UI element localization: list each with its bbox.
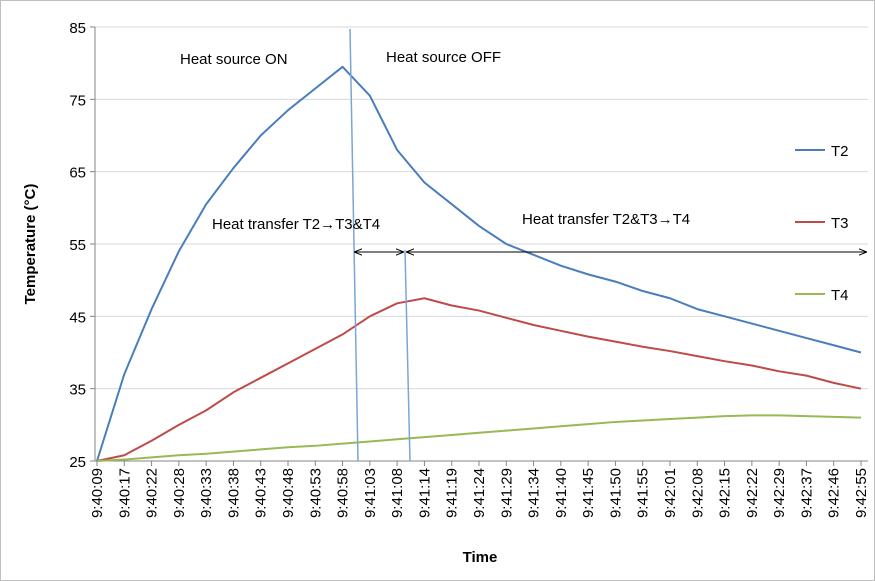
- y-tick-label: 55: [69, 237, 86, 254]
- annotation: Heat source ON: [180, 51, 288, 68]
- x-tick-label: 9:41:55: [635, 468, 652, 518]
- x-tick-label: 9:40:48: [280, 468, 297, 518]
- x-axis-label: Time: [463, 549, 498, 566]
- x-tick-label: 9:42:01: [662, 468, 679, 518]
- x-tick-label: 9:40:22: [144, 468, 161, 518]
- y-tick-label: 35: [69, 382, 86, 399]
- x-tick-label: 9:42:22: [744, 468, 761, 518]
- x-tick-label: 9:41:19: [444, 468, 461, 518]
- x-tick-label: 9:40:53: [307, 468, 324, 518]
- annotation: Heat transfer T2→T3&T4: [212, 216, 380, 233]
- x-tick-label: 9:42:15: [717, 468, 734, 518]
- y-tick-label: 25: [69, 454, 86, 471]
- x-tick-label: 9:41:08: [389, 468, 406, 518]
- x-tick-label: 9:41:24: [471, 468, 488, 518]
- x-tick-label: 9:42:37: [798, 468, 815, 518]
- x-tick-label: 9:42:08: [689, 468, 706, 518]
- legend-label: T3: [831, 215, 849, 232]
- x-tick-label: 9:41:29: [498, 468, 515, 518]
- y-tick-label: 65: [69, 165, 86, 182]
- legend-label: T4: [831, 287, 849, 304]
- x-tick-label: 9:40:58: [335, 468, 352, 518]
- annotation: Heat transfer T2&T3→T4: [522, 211, 690, 228]
- x-tick-label: 9:41:50: [607, 468, 624, 518]
- series-line: [96, 414, 862, 462]
- series-line: [96, 65, 862, 462]
- series-line: [96, 297, 862, 462]
- y-tick-label: 45: [69, 309, 86, 326]
- y-axis-label: Temperature (°C): [22, 184, 39, 305]
- marker-line: [404, 249, 411, 462]
- x-tick-label: 9:40:17: [116, 468, 133, 518]
- x-tick-label: 9:40:09: [89, 468, 106, 518]
- x-tick-label: 9:42:29: [771, 468, 788, 518]
- x-tick-label: 9:40:38: [225, 468, 242, 518]
- x-tick-label: 9:40:33: [198, 468, 215, 518]
- x-tick-label: 9:41:45: [580, 468, 597, 518]
- x-tick-label: 9:41:14: [416, 468, 433, 518]
- x-tick-label: 9:41:34: [526, 468, 543, 518]
- x-tick-label: 9:42:55: [853, 468, 870, 518]
- x-tick-label: 9:41:40: [553, 468, 570, 518]
- marker-line: [349, 28, 359, 462]
- x-tick-label: 9:41:03: [362, 468, 379, 518]
- plot-area: 25 35 45 55 65 75 85 9:40:09 9:40:17 9:40:22 9:40:…: [69, 20, 870, 518]
- y-tick-label: 85: [69, 20, 86, 37]
- annotation: Heat source OFF: [386, 49, 501, 66]
- x-tick-label: 9:40:43: [253, 468, 270, 518]
- legend-label: T2: [831, 143, 849, 160]
- y-tick-label: 75: [69, 92, 86, 109]
- x-tick-label: 9:42:46: [826, 468, 843, 518]
- x-tick-label: 9:40:28: [171, 468, 188, 518]
